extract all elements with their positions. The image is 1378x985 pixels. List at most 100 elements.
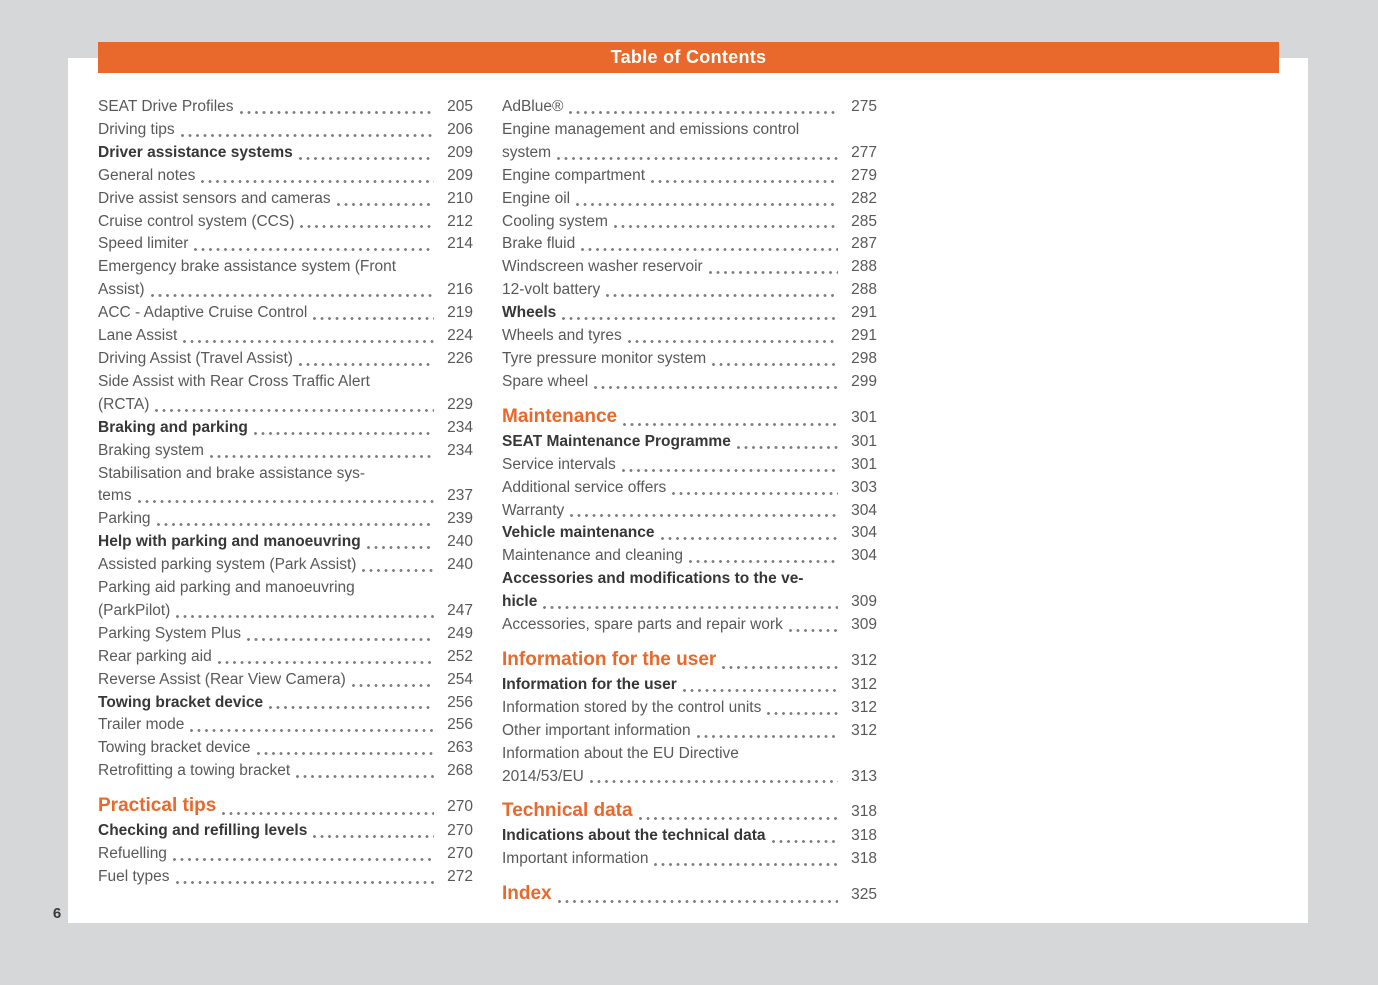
dot-leader [722, 665, 838, 669]
toc-entry: AdBlue® 275 [502, 96, 877, 119]
toc-entry: Cruise control system (CCS) 212 [98, 211, 473, 234]
toc-entry-page: 256 [447, 716, 473, 734]
toc-entry-page: 298 [851, 349, 877, 367]
toc-entry-label: Tyre pressure monitor system [502, 349, 707, 367]
toc-entry: General notes 209 [98, 165, 473, 188]
toc-entry-label: Assisted parking system (Park Assist) [98, 556, 357, 574]
toc-entry: Help with parking and manoeuvring 240 [98, 531, 473, 554]
dot-leader [351, 683, 434, 687]
toc-entry-label: Information for the user [502, 675, 677, 693]
toc-entry-page: 209 [447, 166, 473, 184]
dot-leader [660, 537, 838, 541]
dot-leader [336, 202, 434, 206]
toc-entry-label: Wheels and tyres [502, 327, 622, 345]
toc-entry: Practical tips 270 [98, 793, 473, 820]
dot-leader [175, 880, 434, 884]
dot-leader [201, 179, 434, 183]
toc-entry-page: 234 [447, 441, 473, 459]
dot-leader [209, 454, 434, 458]
toc-entry: Spare wheel 299 [502, 371, 877, 394]
toc-entry-page: 256 [447, 693, 473, 711]
toc-entry-label: Trailer mode [98, 716, 185, 734]
toc-entry-label: Technical data [502, 800, 633, 822]
toc-entry: Tyre pressure monitor system 298 [502, 348, 877, 371]
toc-entry: Rear parking aid 252 [98, 646, 473, 669]
toc-entry-page: 312 [851, 721, 877, 739]
dot-leader [137, 500, 434, 504]
toc-entry: Emergency brake assistance system (Front… [98, 256, 473, 302]
toc-entry-page: 216 [447, 281, 473, 299]
toc-entry-label: Warranty [502, 501, 565, 519]
toc-entry: Parking aid parking and manoeuvring (Park… [98, 577, 473, 623]
dot-leader [217, 660, 434, 664]
toc-entry-page: 291 [851, 304, 877, 322]
dot-leader [569, 110, 838, 114]
toc-entry: Fuel types 272 [98, 866, 473, 889]
dot-leader [300, 225, 434, 229]
toc-entry-page: 299 [851, 372, 877, 390]
toc-entry-page: 288 [851, 281, 877, 299]
toc-entry: Reverse Assist (Rear View Camera) 254 [98, 669, 473, 692]
toc-entry: Engine compartment 279 [502, 165, 877, 188]
toc-entry-label: Additional service offers [502, 478, 667, 496]
toc-entry-label: Information stored by the control units [502, 698, 762, 716]
toc-entry: Cooling system 285 [502, 211, 877, 234]
toc-entry-label: Towing bracket device [98, 693, 264, 711]
toc-entry-line: Engine management and emissions control [502, 120, 800, 138]
dot-leader [180, 133, 434, 137]
toc-entry: Parking System Plus 249 [98, 623, 473, 646]
toc-entry-label: Rear parking aid [98, 647, 212, 665]
toc-entry-label: AdBlue® [502, 98, 564, 115]
toc-entry-line: Stabilisation and brake assistance sys- [98, 464, 366, 482]
dot-leader [627, 339, 838, 343]
toc-entry-page: 272 [447, 868, 473, 885]
toc-entry-label: Other important information [502, 721, 691, 739]
toc-entry-label: Fuel types [98, 868, 170, 885]
toc-entry-page: 277 [851, 143, 877, 161]
toc-entry-label: Driver assistance systems [98, 143, 293, 161]
dot-leader [557, 900, 838, 904]
toc-entry-line: Side Assist with Rear Cross Traffic Aler… [98, 372, 370, 390]
toc-entry-page: 214 [447, 235, 473, 253]
dot-leader [156, 523, 434, 527]
toc-entry-label: Maintenance [502, 405, 618, 427]
toc-entry-label: Wheels [502, 304, 557, 322]
toc-entry-page: 304 [851, 501, 877, 519]
dot-leader [688, 560, 838, 564]
toc-entry: Driving Assist (Travel Assist) 226 [98, 348, 473, 371]
dot-leader [736, 445, 838, 449]
toc-entry-label: Retrofitting a towing bracket [98, 762, 291, 780]
dot-leader [638, 817, 838, 821]
toc-entry-page: 313 [851, 767, 877, 785]
dot-leader [298, 362, 434, 366]
toc-entry-page: 240 [447, 533, 473, 551]
toc-entry-label: Practical tips [98, 795, 217, 817]
toc-entry-page: 252 [447, 647, 473, 665]
toc-entry-page: 304 [851, 547, 877, 565]
toc-entry-label: ACC - Adaptive Cruise Control [98, 304, 308, 322]
toc-entry: Checking and refilling levels 270 [98, 820, 473, 843]
toc-entry-page: 279 [851, 166, 877, 184]
toc-entry-label: SEAT Drive Profiles [98, 98, 234, 115]
toc-entry-label: (RCTA) [98, 395, 150, 413]
dot-leader [313, 317, 434, 321]
dot-leader [256, 752, 434, 756]
dot-leader [366, 546, 434, 550]
toc-entry: Trailer mode 256 [98, 714, 473, 737]
dot-leader [150, 294, 434, 298]
toc-entry: Service intervals 301 [502, 454, 877, 477]
toc-entry-label: General notes [98, 166, 196, 184]
toc-entry-page: 275 [851, 98, 877, 115]
dot-leader [771, 840, 838, 844]
dot-leader [651, 179, 838, 183]
toc-entry-page: 205 [447, 98, 473, 115]
toc-entry-label: Service intervals [502, 455, 616, 473]
dot-leader [222, 812, 434, 816]
toc-entry-label: Cruise control system (CCS) [98, 212, 295, 230]
toc-column-left: SEAT Drive Profiles 205 Driving tips 206 Dri… [98, 96, 473, 889]
dot-leader [589, 780, 838, 784]
dot-leader [621, 468, 838, 472]
toc-entry-label: Reverse Assist (Rear View Camera) [98, 670, 346, 688]
toc-entry-label: Parking [98, 510, 151, 528]
